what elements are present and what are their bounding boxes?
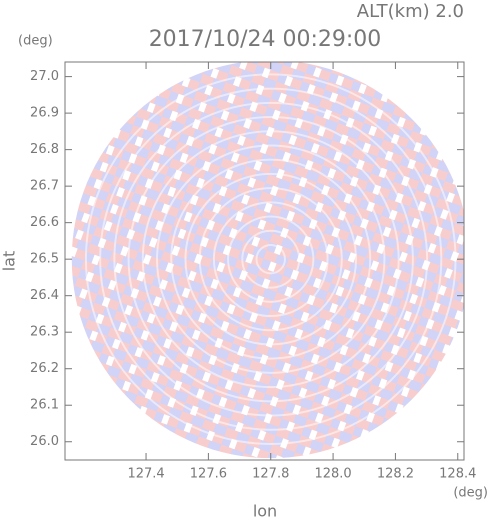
range-ring — [170, 158, 372, 360]
y-tick-label: 26.6 — [30, 215, 59, 230]
range-ring — [84, 73, 457, 445]
x-tick-label: 127.4 — [127, 467, 164, 482]
range-ring — [113, 101, 429, 417]
plot-area — [71, 62, 464, 459]
y-tick-label: 26.8 — [30, 142, 59, 157]
y-axis-label: lat — [0, 251, 19, 272]
y-tick-label: 27.0 — [30, 69, 59, 84]
y-tick-label: 26.2 — [30, 361, 59, 376]
y-tick-label: 26.5 — [30, 252, 59, 267]
range-ring — [255, 243, 286, 275]
range-ring — [184, 172, 358, 346]
y-tick-label: 26.4 — [30, 288, 59, 303]
x-tick-label: 128.4 — [439, 467, 476, 482]
y-tick-label: 26.9 — [30, 106, 59, 121]
x-unit: (deg) — [453, 486, 488, 501]
y-tick-label: 26.1 — [30, 398, 59, 413]
chart-title: 2017/10/24 00:29:00 — [149, 27, 382, 52]
y-tick-label: 26.0 — [30, 434, 59, 449]
range-ring — [141, 130, 400, 389]
annotation: ALT(km) 2.0 — [357, 1, 464, 22]
range-ring — [156, 144, 386, 374]
x-axis-label: lon — [253, 502, 277, 521]
range-ring — [99, 87, 443, 431]
range-ring — [212, 201, 329, 318]
x-tick-label: 127.8 — [252, 467, 289, 482]
x-tick-label: 128.0 — [314, 467, 351, 482]
range-ring — [127, 116, 414, 403]
y-tick-label: 26.7 — [30, 179, 59, 194]
range-ring — [198, 187, 343, 332]
y-unit: (deg) — [18, 34, 53, 49]
radar-disc — [71, 62, 464, 459]
x-tick-label: 127.6 — [190, 467, 227, 482]
range-ring — [227, 215, 315, 303]
y-tick-label: 26.3 — [30, 325, 59, 340]
x-tick-label: 128.2 — [377, 467, 414, 482]
range-ring — [241, 229, 301, 289]
plot-frame — [64, 61, 465, 461]
